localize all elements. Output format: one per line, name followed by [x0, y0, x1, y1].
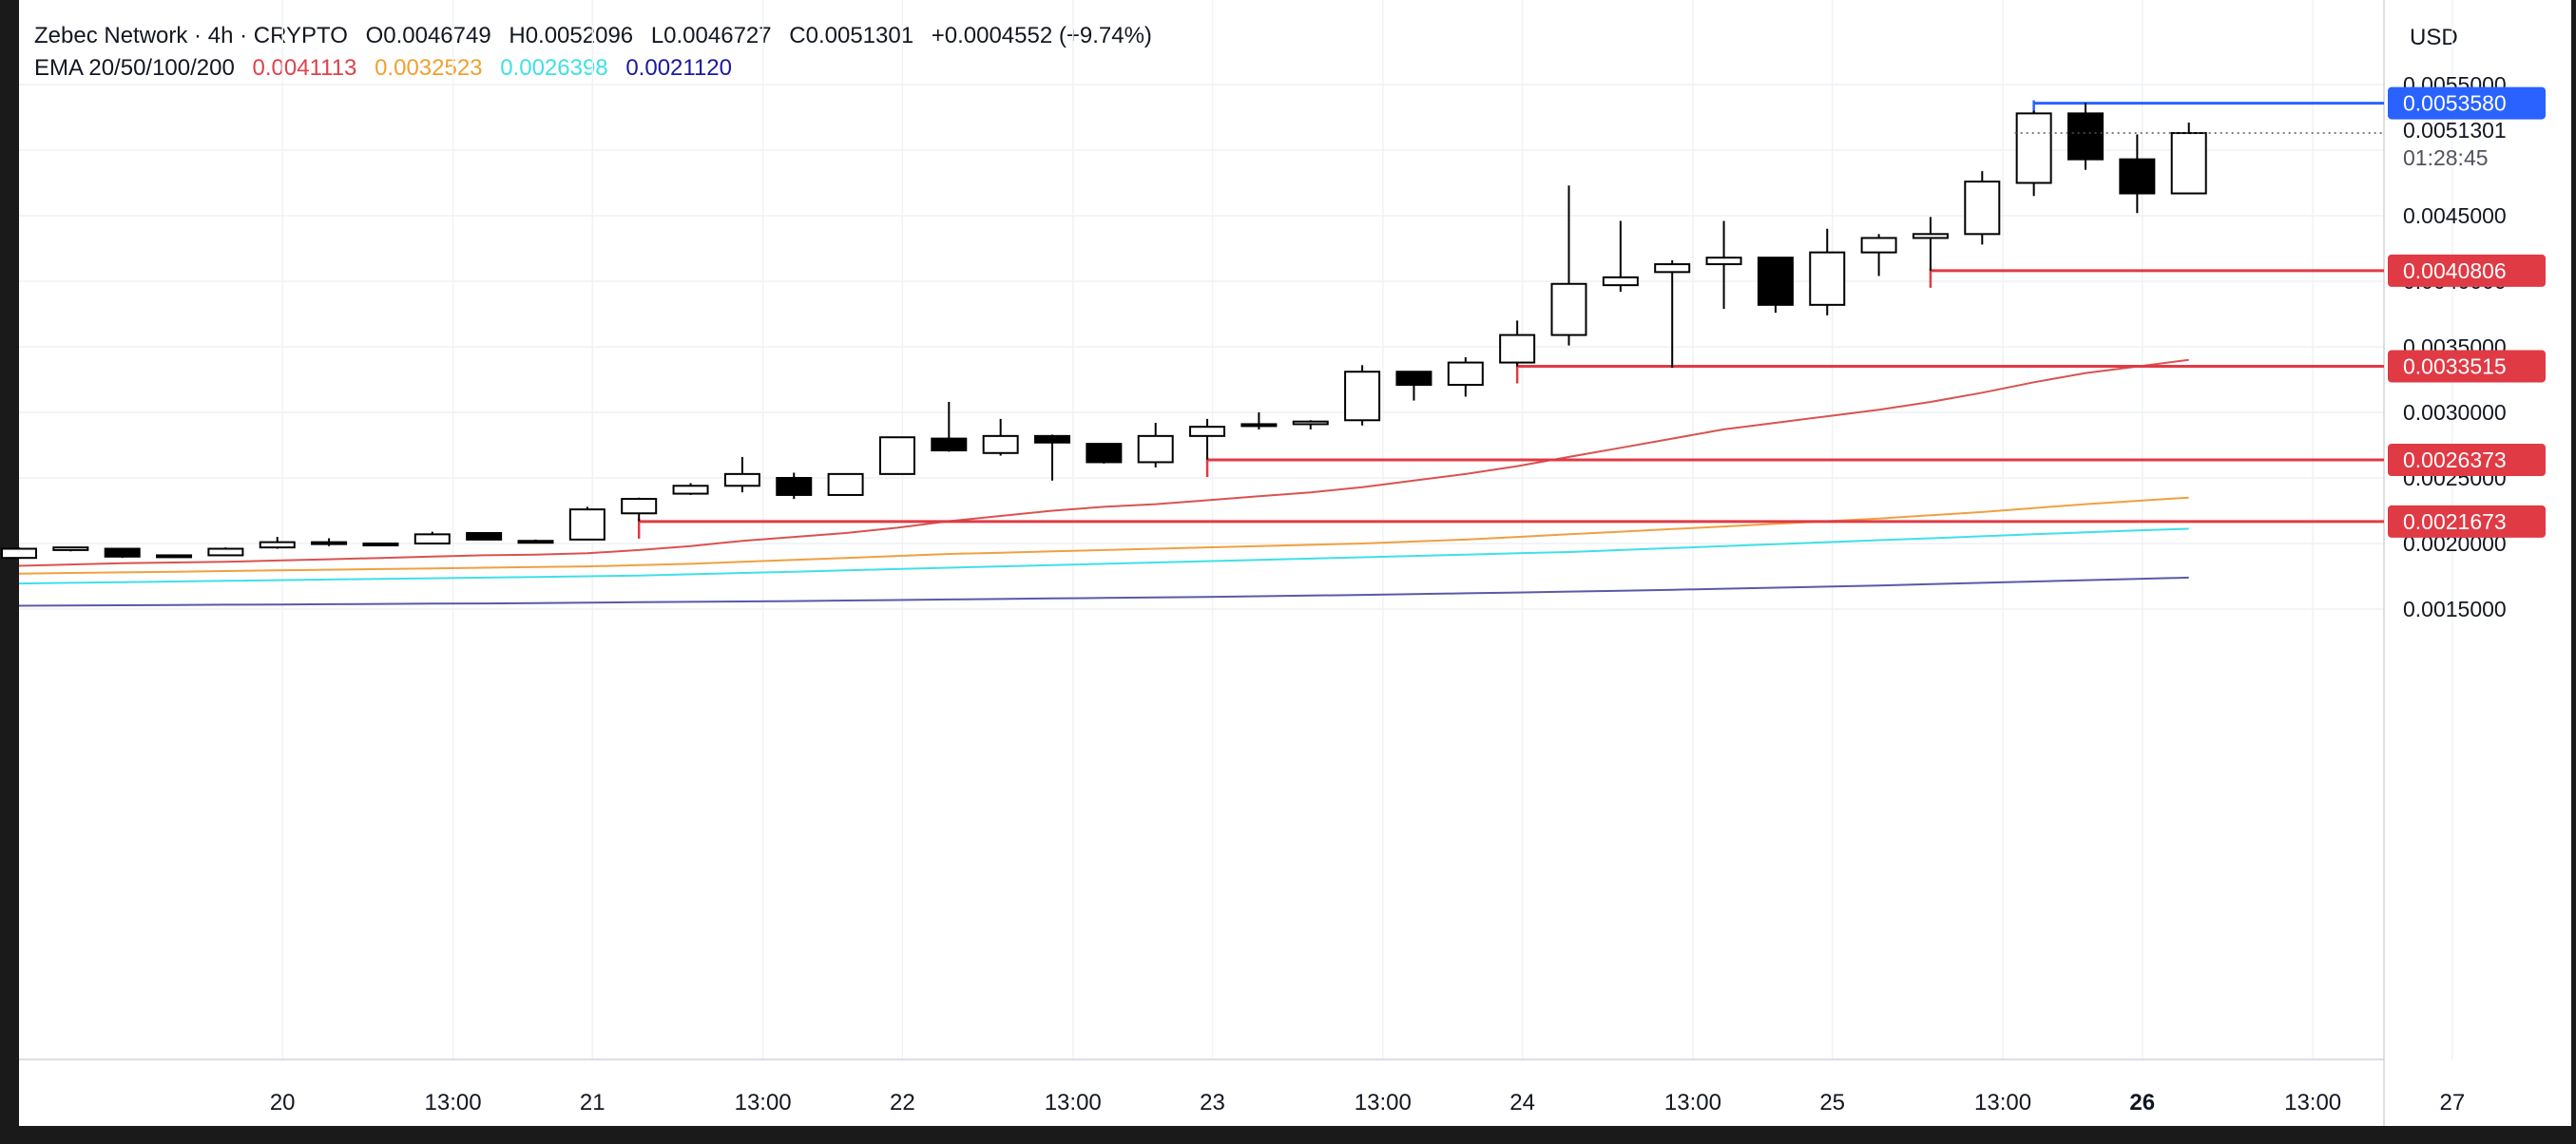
time-tick-label: 20 — [270, 1090, 296, 1115]
candle[interactable] — [2067, 112, 2104, 161]
candle[interactable] — [931, 437, 968, 452]
candle[interactable] — [1292, 420, 1329, 426]
candle[interactable] — [621, 498, 658, 515]
price-level-label: 0.0026373 — [2403, 448, 2507, 472]
candle[interactable] — [1912, 233, 1949, 239]
candle[interactable] — [1, 547, 37, 560]
time-tick-label: 21 — [580, 1090, 606, 1115]
time-tick-label: 23 — [1200, 1090, 1225, 1115]
candle[interactable] — [362, 543, 399, 546]
time-tick-label: 13:00 — [1045, 1090, 1102, 1115]
time-tick-label: 13:00 — [2284, 1090, 2341, 1115]
price-level-badge[interactable] — [2388, 86, 2546, 120]
candle[interactable] — [259, 541, 296, 549]
candle[interactable] — [827, 472, 864, 496]
price-level-label: 0.0021673 — [2403, 509, 2507, 534]
ohlc-low: L0.0046727 — [650, 23, 772, 48]
candle[interactable] — [207, 547, 244, 557]
ema20-value: 0.0041113 — [252, 55, 357, 81]
ema-label: EMA 20/50/100/200 — [34, 55, 235, 81]
candle[interactable] — [1447, 361, 1484, 387]
candle[interactable] — [1137, 434, 1174, 464]
candle[interactable] — [517, 540, 554, 544]
price-level-label: 0.0053580 — [2403, 91, 2507, 116]
ema-line-1 — [18, 358, 2189, 567]
candle[interactable] — [1550, 282, 1587, 336]
candle[interactable] — [311, 541, 348, 545]
candle[interactable] — [413, 533, 451, 545]
bar-countdown: 01:28:45 — [2403, 145, 2489, 170]
time-tick-label: 25 — [1819, 1090, 1845, 1115]
time-tick-label: 13:00 — [1355, 1090, 1412, 1115]
candle[interactable] — [1189, 426, 1226, 437]
candle[interactable] — [1240, 423, 1278, 428]
price-change: +0.0004552 (+9.74%) — [931, 23, 1152, 48]
candle[interactable] — [1034, 434, 1070, 444]
price-level-badge[interactable] — [2388, 350, 2546, 383]
price-level-badge[interactable] — [2388, 444, 2546, 477]
candle[interactable] — [156, 554, 193, 559]
time-tick-label: 24 — [1509, 1090, 1535, 1115]
candle[interactable] — [982, 434, 1019, 454]
candle[interactable] — [672, 485, 709, 495]
time-tick-label: 13:00 — [1664, 1090, 1721, 1115]
price-tick-label: 0.0015000 — [2403, 597, 2507, 621]
candle[interactable] — [1395, 371, 1432, 387]
ema-line-4 — [18, 576, 2189, 607]
price-tick-label: 0.0030000 — [2403, 400, 2507, 425]
time-tick-label: 13:00 — [735, 1090, 792, 1115]
last-price-label: 0.0051301 — [2403, 118, 2507, 143]
candle[interactable] — [723, 472, 760, 487]
candle[interactable] — [1602, 276, 1639, 287]
candle[interactable] — [878, 436, 915, 475]
candle[interactable] — [1860, 237, 1897, 254]
ema50-value: 0.0032523 — [375, 55, 483, 81]
candle[interactable] — [104, 547, 141, 558]
candle[interactable] — [568, 508, 606, 541]
symbol-info-bar: Zebec Network · 4h · CRYPTO O0.0046749 H… — [34, 23, 1163, 49]
candle[interactable] — [1086, 443, 1123, 464]
time-tick-label: 13:00 — [1974, 1090, 2031, 1115]
time-tick-label: 27 — [2440, 1090, 2466, 1115]
candle[interactable] — [1809, 251, 1846, 306]
candle[interactable] — [52, 546, 89, 551]
candle[interactable] — [776, 477, 813, 496]
candle[interactable] — [2170, 132, 2207, 195]
candle[interactable] — [2119, 158, 2156, 195]
candle[interactable] — [1344, 371, 1381, 422]
price-level-badge[interactable] — [2388, 254, 2546, 287]
price-level-badge[interactable] — [2388, 505, 2546, 538]
ohlc-open: O0.0046749 — [365, 23, 491, 48]
candle[interactable] — [1705, 257, 1742, 266]
candle[interactable] — [1964, 181, 2001, 236]
ema-line-3 — [18, 527, 2189, 585]
price-level-label: 0.0033515 — [2403, 353, 2507, 378]
candle[interactable] — [466, 531, 503, 541]
time-tick-label: 13:00 — [425, 1090, 482, 1115]
candle[interactable] — [1757, 257, 1794, 306]
candle[interactable] — [2015, 112, 2052, 184]
price-level-label: 0.0040806 — [2403, 258, 2507, 283]
candle[interactable] — [1499, 334, 1536, 364]
ohlc-close: C0.0051301 — [789, 23, 914, 48]
ema200-value: 0.0021120 — [625, 55, 732, 81]
time-tick-label: 22 — [890, 1090, 915, 1115]
ema100-value: 0.0026398 — [500, 55, 608, 81]
currency-selector[interactable]: USD — [2410, 25, 2458, 50]
time-tick-label: 26 — [2129, 1090, 2155, 1115]
ema-legend[interactable]: EMA 20/50/100/200 0.0041113 0.0032523 0.… — [34, 55, 743, 82]
ohlc-high: H0.0052096 — [509, 23, 634, 48]
price-tick-label: 0.0045000 — [2403, 203, 2507, 228]
candle[interactable] — [1654, 263, 1691, 274]
symbol-title[interactable]: Zebec Network · 4h · CRYPTO — [34, 23, 348, 48]
ema-line-2 — [18, 496, 2189, 575]
